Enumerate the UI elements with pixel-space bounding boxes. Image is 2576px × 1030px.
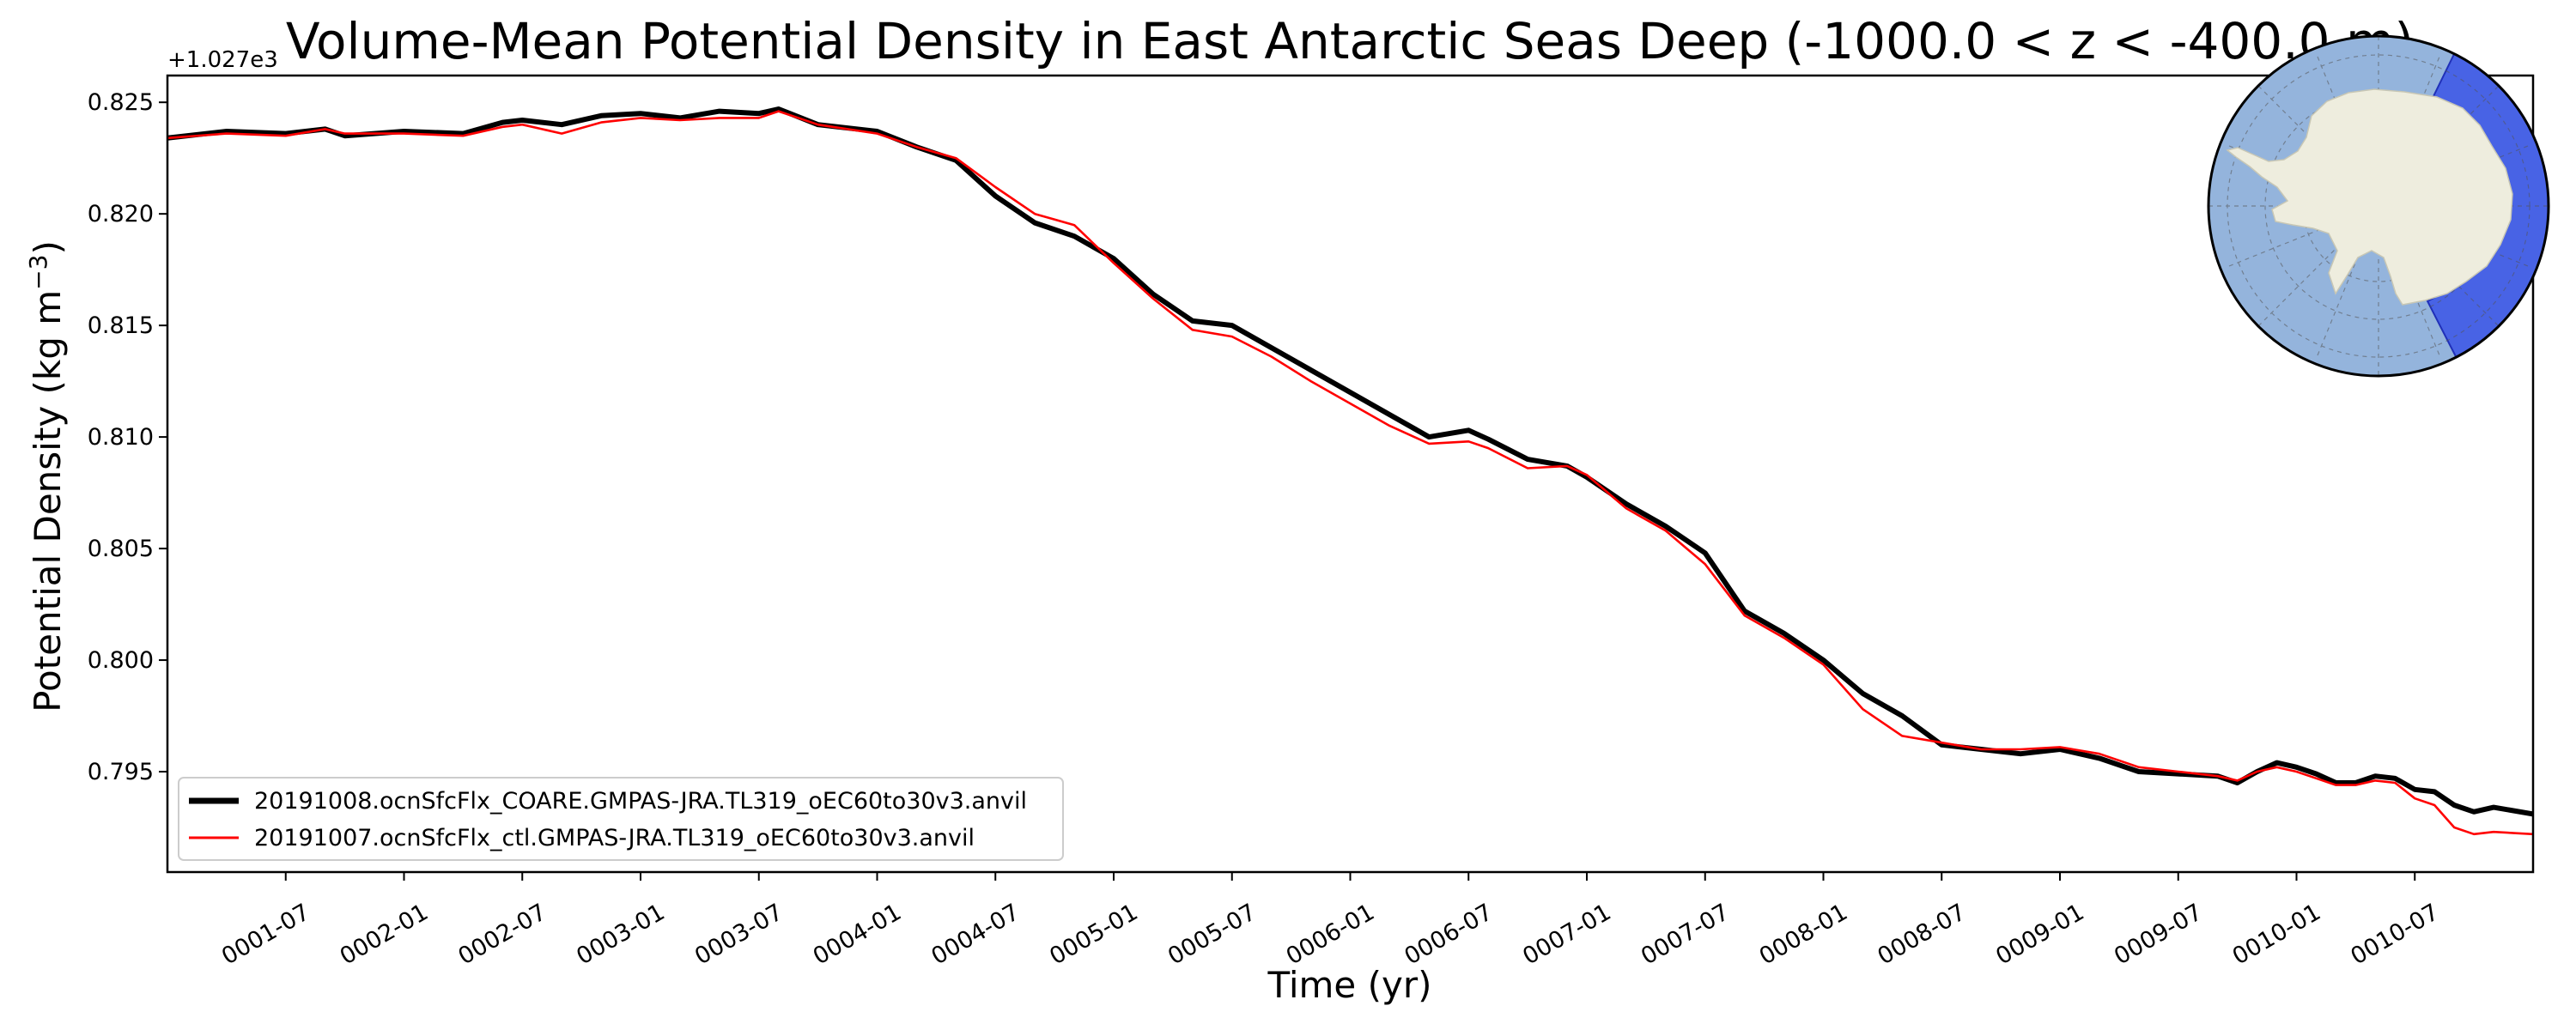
y-tick-label: 0.810	[88, 424, 154, 451]
y-tick-label: 0.795	[88, 759, 154, 785]
inset-map	[2207, 34, 2550, 378]
y-tick-label: 0.815	[88, 312, 154, 339]
x-tick-label: 0003-07	[690, 899, 787, 970]
x-tick-label: 0010-07	[2347, 899, 2444, 970]
chart-title: Volume-Mean Potential Density in East An…	[286, 12, 2414, 70]
series-line-coare	[167, 106, 2533, 817]
x-tick-label: 0004-01	[809, 899, 906, 970]
map-outline	[2207, 34, 2550, 378]
legend-label-ctl: 20191007.ocnSfcFlx_ctl.GMPAS-JRA.TL319_o…	[254, 825, 975, 851]
x-tick-label: 0005-01	[1045, 899, 1142, 970]
legend: 20191008.ocnSfcFlx_COARE.GMPAS-JRA.TL319…	[178, 777, 1064, 861]
y-axis-label-close: )	[27, 240, 69, 254]
x-tick-label: 0010-01	[2228, 899, 2325, 970]
plot-area	[167, 106, 2533, 836]
y-axis-label-sup: −3	[24, 255, 52, 290]
legend-label-coare: 20191008.ocnSfcFlx_COARE.GMPAS-JRA.TL319…	[254, 788, 1027, 815]
x-tick-label: 0003-01	[572, 899, 669, 970]
x-tick-label: 0006-01	[1282, 899, 1379, 970]
map-body	[2208, 36, 2549, 376]
legend-box	[178, 777, 1064, 861]
x-tick-label: 0007-07	[1637, 899, 1734, 970]
y-tick-label: 0.805	[88, 536, 154, 562]
x-tick-label: 0002-01	[336, 899, 433, 970]
y-axis-label: Potential Density (kg m−3)	[24, 240, 69, 712]
x-tick-label: 0004-07	[927, 899, 1024, 970]
y-tick-label: 0.800	[88, 647, 154, 674]
x-tick-label: 0009-01	[1991, 899, 2088, 970]
y-tick-label: 0.820	[88, 201, 154, 227]
plot-frame	[166, 74, 2535, 874]
y-offset-label: +1.027e3	[167, 47, 278, 73]
x-tick-label: 0008-01	[1755, 899, 1852, 970]
x-tick-label: 0009-07	[2110, 899, 2207, 970]
map-antarctica-land	[2226, 88, 2513, 306]
y-axis-label-main: Potential Density (kg m	[27, 290, 69, 712]
series-line-ctl	[167, 110, 2533, 836]
x-tick-label: 0005-07	[1163, 899, 1261, 970]
x-tick-label: 0002-07	[454, 899, 551, 970]
x-tick-label: 0007-01	[1518, 899, 1615, 970]
x-tick-label: 0001-07	[217, 899, 314, 970]
x-tick-label: 0008-07	[1874, 899, 1971, 970]
x-axis-label: Time (yr)	[1267, 964, 1431, 1006]
y-tick-label: 0.825	[88, 89, 154, 116]
x-tick-label: 0006-07	[1400, 899, 1498, 970]
